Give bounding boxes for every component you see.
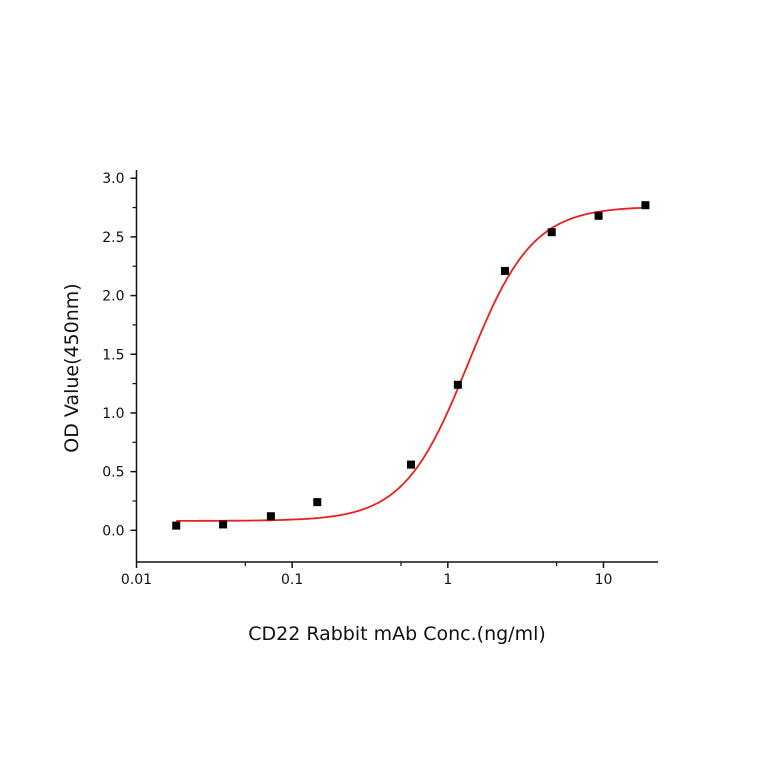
y-tick-label: 3.0 bbox=[102, 171, 124, 187]
data-point bbox=[406, 460, 415, 469]
y-axis-label: OD Value(450nm) bbox=[61, 283, 83, 452]
fit-curve bbox=[176, 206, 646, 522]
y-tick-label: 1.5 bbox=[102, 347, 124, 363]
x-tick-label: 0.1 bbox=[281, 572, 303, 588]
x-tick-label: 0.01 bbox=[121, 572, 152, 588]
data-point bbox=[641, 201, 650, 210]
data-point bbox=[594, 211, 603, 220]
data-point bbox=[219, 520, 228, 529]
data-point bbox=[172, 521, 181, 530]
data-point bbox=[266, 512, 275, 521]
y-tick-label: 1.0 bbox=[102, 406, 124, 422]
x-axis-label: CD22 Rabbit mAb Conc.(ng/ml) bbox=[248, 623, 546, 645]
data-point bbox=[313, 498, 322, 507]
x-tick-label: 1 bbox=[443, 572, 452, 588]
y-tick-label: 0.0 bbox=[102, 523, 124, 539]
x-tick-label: 10 bbox=[595, 572, 613, 588]
data-point bbox=[453, 380, 462, 389]
data-point bbox=[501, 266, 510, 275]
y-tick-label: 2.0 bbox=[102, 289, 124, 305]
y-tick-label: 2.5 bbox=[102, 230, 124, 246]
y-tick-label: 0.5 bbox=[102, 465, 124, 481]
data-point bbox=[547, 228, 556, 237]
